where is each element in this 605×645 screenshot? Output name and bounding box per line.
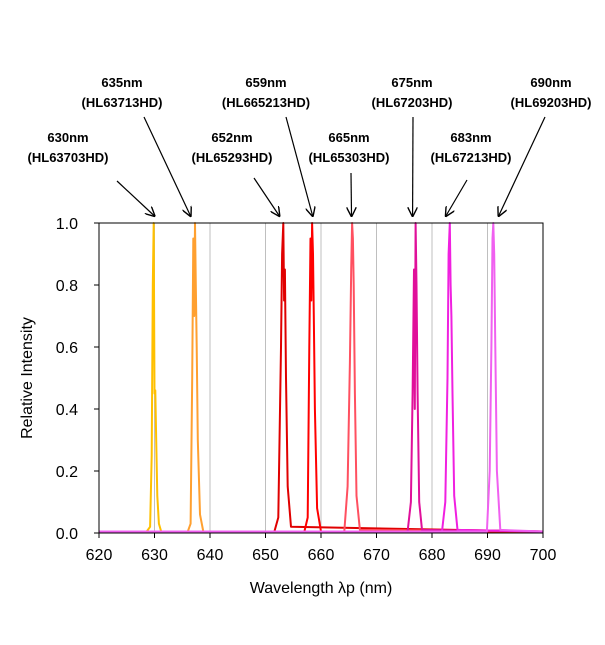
annotation-layer: 630nm (HL63703HD) 635nm (HL63713HD) 652nm (HL… bbox=[28, 75, 592, 216]
x-tick-label: 620 bbox=[86, 547, 113, 564]
y-tick-label: 0.4 bbox=[56, 402, 78, 419]
y-tick-label: 0.8 bbox=[56, 278, 78, 295]
x-tick-label: 670 bbox=[363, 547, 390, 564]
y-tick-label: 0.6 bbox=[56, 340, 78, 357]
annotation-model: (HL67213HD) bbox=[431, 150, 512, 165]
x-axis-label: Wavelength λp (nm) bbox=[250, 580, 393, 597]
annotation-wavelength: 675nm bbox=[391, 75, 432, 90]
x-tick-label: 650 bbox=[252, 547, 279, 564]
annotation-model: (HL65303HD) bbox=[309, 150, 390, 165]
annotation-model: (HL65293HD) bbox=[192, 150, 273, 165]
annotation-arrow bbox=[286, 117, 313, 216]
annotation-arrow bbox=[144, 117, 191, 216]
annotation-model: (HL665213HD) bbox=[222, 95, 310, 110]
annotation-arrow bbox=[351, 173, 352, 216]
y-tick-label: 0.0 bbox=[56, 526, 78, 543]
x-tick-label: 640 bbox=[197, 547, 224, 564]
x-tick-label: 680 bbox=[419, 547, 446, 564]
y-tick-label: 1.0 bbox=[56, 216, 78, 233]
grid-layer bbox=[155, 223, 488, 533]
x-tick-label: 690 bbox=[474, 547, 501, 564]
y-tick-label: 0.2 bbox=[56, 464, 78, 481]
tick-layer: 620 630 640 650 660 670 680 690 700 0.0 0.2 0.4 0.6 0… bbox=[56, 216, 557, 564]
annotation-model: (HL67203HD) bbox=[372, 95, 453, 110]
x-tick-label: 660 bbox=[308, 547, 335, 564]
annotation-wavelength: 665nm bbox=[328, 130, 369, 145]
y-axis-label: Relative Intensity bbox=[19, 317, 36, 439]
annotation-model: (HL63703HD) bbox=[28, 150, 109, 165]
annotation-model: (HL63713HD) bbox=[82, 95, 163, 110]
annotation-model: (HL69203HD) bbox=[511, 95, 592, 110]
annotation-wavelength: 659nm bbox=[245, 75, 286, 90]
annotation-wavelength: 652nm bbox=[211, 130, 252, 145]
annotation-wavelength: 690nm bbox=[530, 75, 571, 90]
annotation-arrow bbox=[117, 181, 155, 216]
x-tick-label: 700 bbox=[530, 547, 557, 564]
annotation-arrow bbox=[254, 178, 279, 216]
annotation-arrow bbox=[446, 180, 467, 216]
annotation-wavelength: 683nm bbox=[450, 130, 491, 145]
annotation-wavelength: 630nm bbox=[47, 130, 88, 145]
annotation-arrow bbox=[499, 117, 545, 216]
annotation-wavelength: 635nm bbox=[101, 75, 142, 90]
x-tick-label: 630 bbox=[141, 547, 168, 564]
